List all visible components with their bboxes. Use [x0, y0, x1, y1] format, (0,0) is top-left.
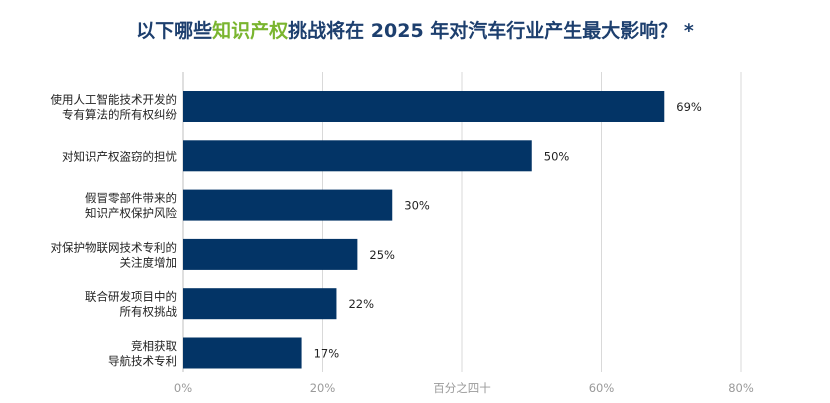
bar [183, 288, 337, 320]
category-label: 假冒零部件带来的 [85, 191, 177, 205]
bar [183, 238, 358, 270]
x-tick-label: 百分之四十 [433, 381, 491, 395]
category-label: 专有算法的所有权纠纷 [62, 108, 177, 122]
x-tick-label: 20% [310, 381, 336, 395]
x-tick-label: 0% [174, 381, 192, 395]
bar [183, 189, 393, 221]
bar [183, 337, 302, 369]
value-label: 30% [404, 199, 430, 213]
chart-title: 以下哪些知识产权挑战将在 2025 年对汽车行业产生最大影响？ * [0, 16, 830, 43]
category-label: 联合研发项目中的 [85, 290, 177, 304]
category-label: 导航技术专利 [108, 354, 177, 368]
title-highlight: 知识产权 [212, 20, 289, 42]
title-part-2: 挑战将在 2025 年对汽车行业产生最大影响？ * [288, 20, 694, 42]
category-label: 竞相获取 [131, 339, 177, 353]
category-label: 关注度增加 [120, 255, 178, 269]
value-label: 50% [544, 149, 570, 163]
x-tick-label: 80% [728, 381, 754, 395]
category-label: 使用人工智能技术开发的 [51, 93, 178, 107]
category-label: 对保护物联网技术专利的 [51, 240, 178, 254]
x-tick-label: 60% [589, 381, 615, 395]
category-label: 对知识产权盗窃的担忧 [62, 149, 177, 163]
value-label: 25% [369, 248, 395, 262]
value-label: 22% [348, 297, 374, 311]
category-label: 所有权挑战 [120, 305, 178, 319]
title-part-1: 以下哪些 [136, 20, 213, 42]
bar [183, 140, 532, 172]
bar [183, 91, 665, 122]
value-label: 69% [676, 100, 702, 114]
category-label: 知识产权保护风险 [85, 206, 177, 220]
value-label: 17% [314, 347, 340, 361]
